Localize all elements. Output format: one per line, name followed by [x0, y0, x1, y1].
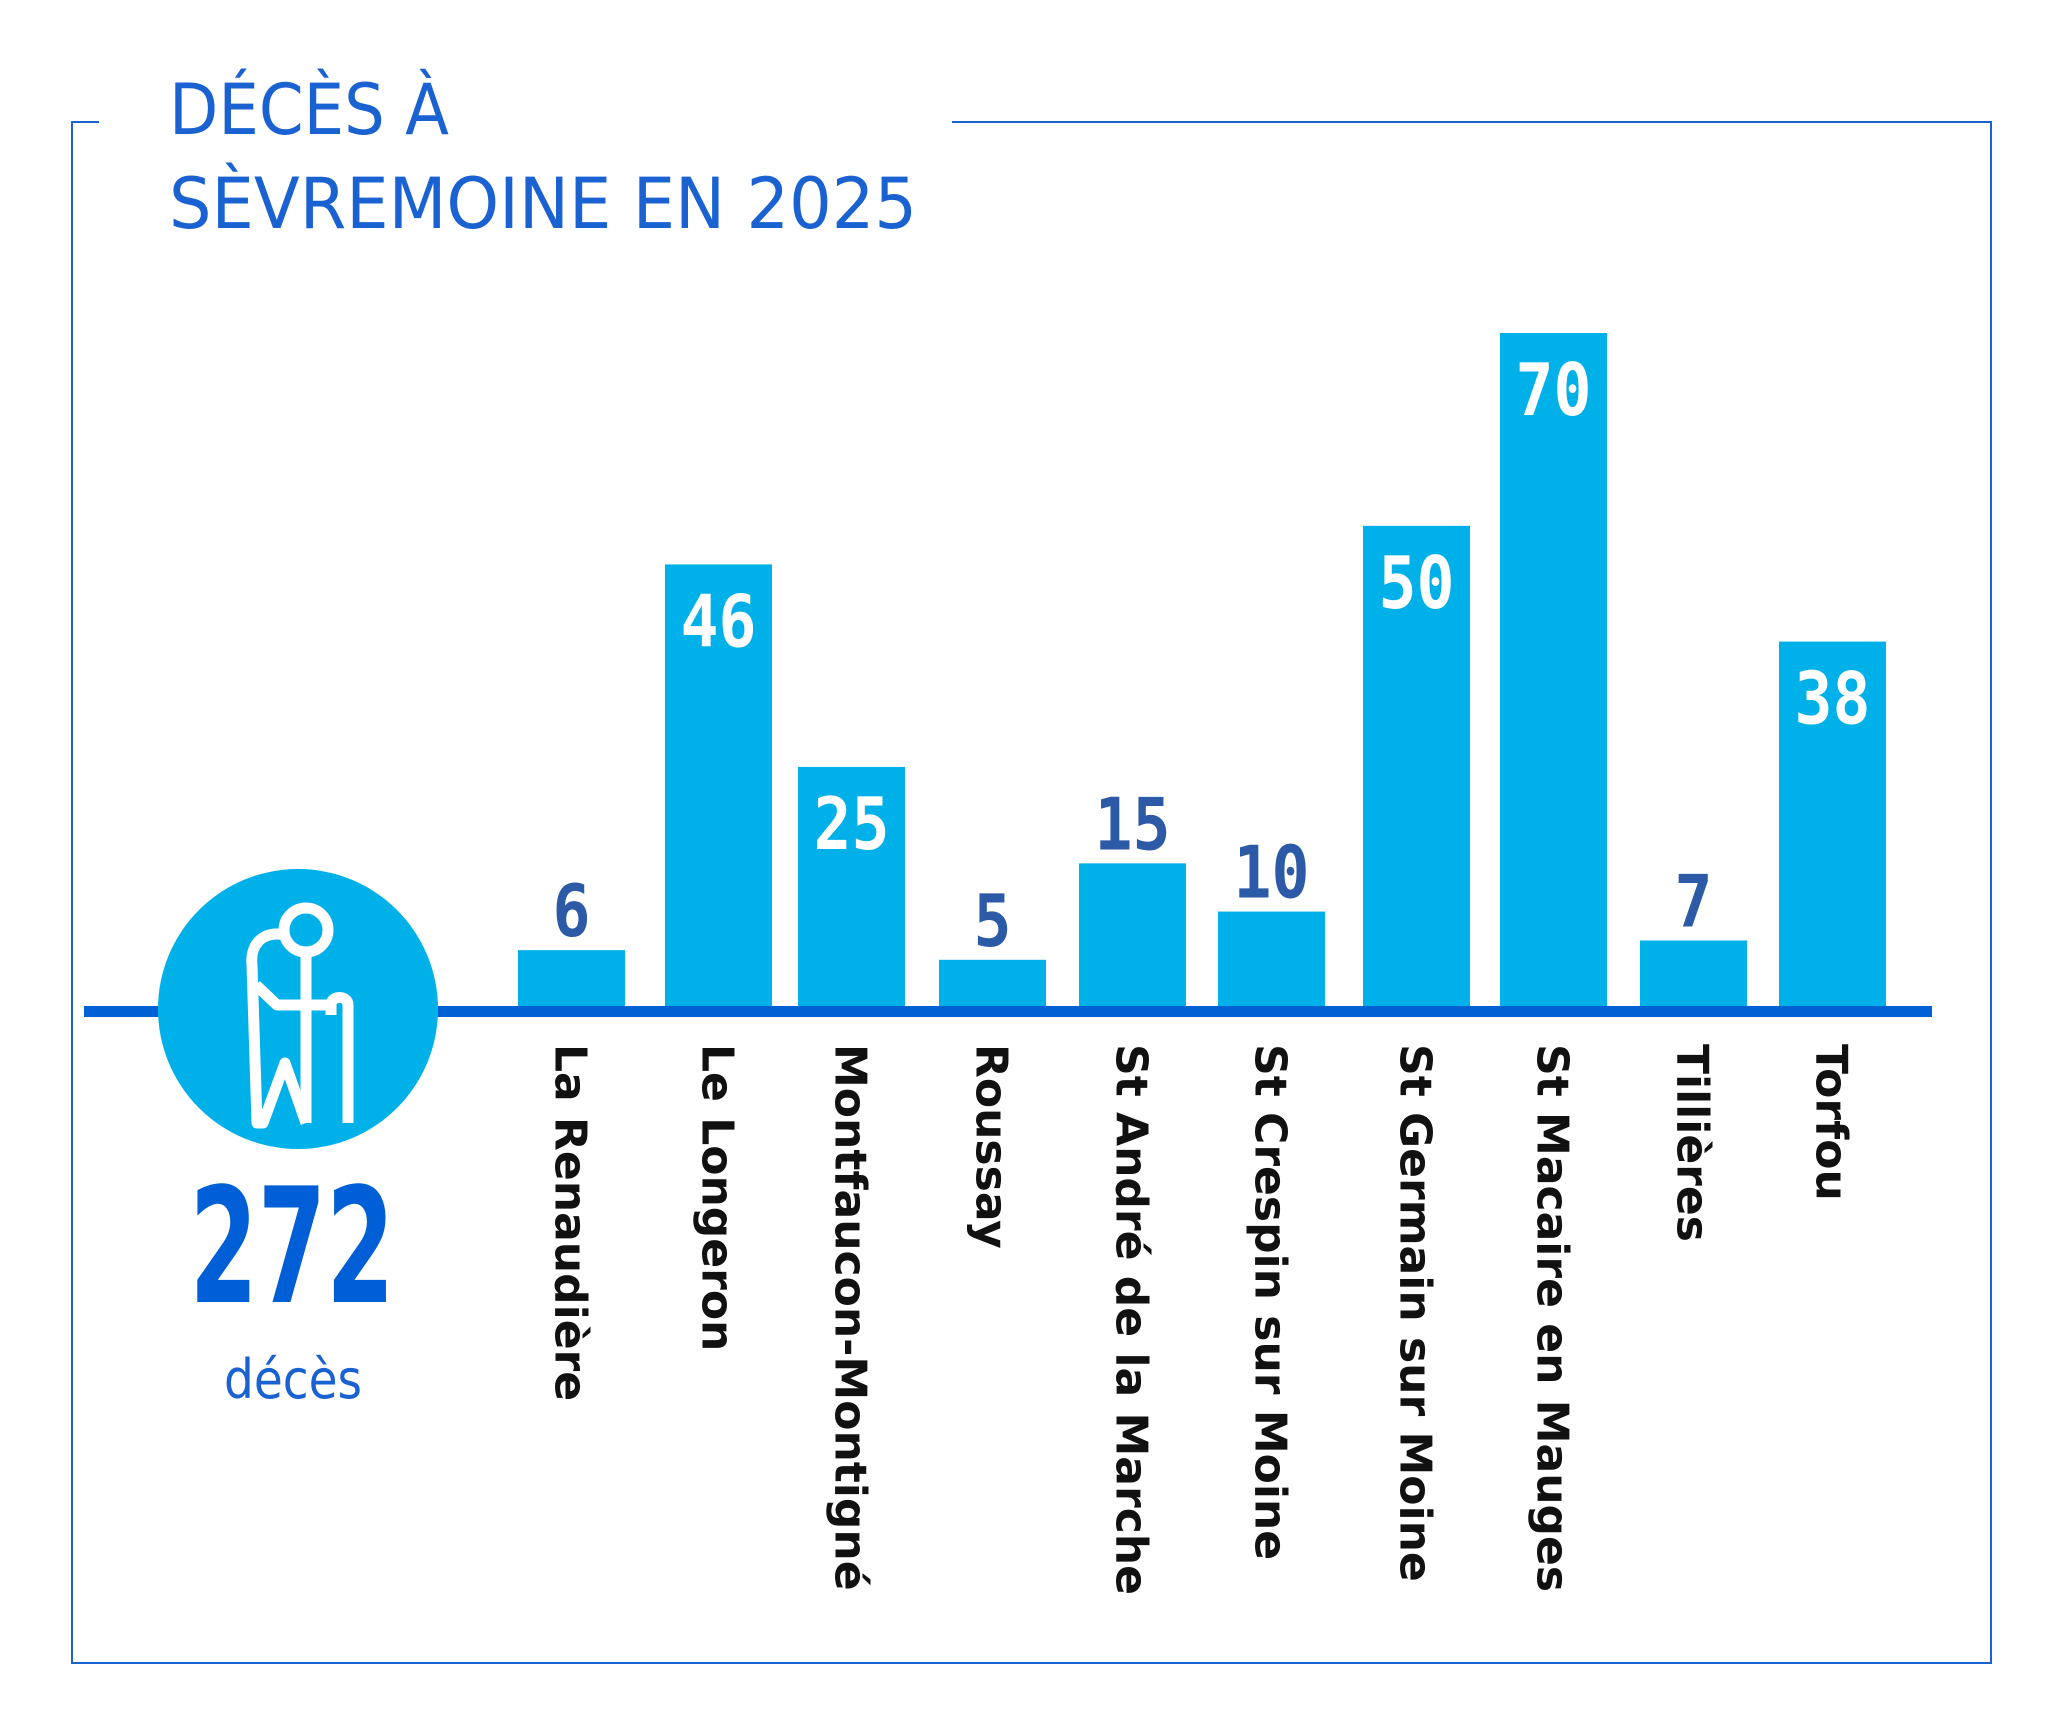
chart-title-line2: SÈVREMOINE EN 2025 — [169, 163, 917, 245]
category-label: St Crespin sur Moine — [1245, 1044, 1296, 1560]
bar-4 — [1079, 863, 1186, 1008]
category-label: Le Longeron — [692, 1044, 743, 1351]
total-deaths-unit: décès — [224, 1348, 362, 1411]
category-label: St Germain sur Moine — [1390, 1044, 1441, 1582]
elderly-person-with-cane-icon — [246, 902, 354, 1129]
bar-5 — [1218, 911, 1325, 1008]
category-label: La Renaudière — [545, 1044, 596, 1401]
bar-8 — [1640, 940, 1747, 1008]
frame-border — [71, 121, 1992, 1664]
bar-value-label: 50 — [1379, 541, 1455, 625]
bar-value-label: 15 — [1095, 782, 1171, 866]
bar-1 — [665, 564, 772, 1008]
bar-value-label: 10 — [1234, 831, 1310, 915]
bar-value-label: 7 — [1675, 860, 1713, 944]
chart-title-line1: DÉCÈS À — [169, 69, 449, 151]
bar-value-label: 25 — [814, 782, 890, 866]
bar-7 — [1500, 333, 1607, 1008]
category-label: Montfaucon-Montigné — [825, 1044, 876, 1591]
category-label: Roussay — [966, 1044, 1017, 1249]
bar-value-label: 70 — [1516, 348, 1592, 432]
x-axis-line — [84, 1006, 1932, 1017]
bar-6 — [1363, 525, 1470, 1008]
bar-2 — [798, 766, 905, 1008]
bar-value-label: 5 — [974, 879, 1012, 963]
bar-value-label: 46 — [681, 579, 757, 663]
bar-3 — [939, 959, 1046, 1008]
bar-9 — [1779, 641, 1886, 1008]
category-label: St André de la Marche — [1106, 1044, 1157, 1595]
bar-value-label: 38 — [1795, 657, 1871, 741]
category-label: St Macaire en Mauges — [1527, 1044, 1578, 1592]
bar-value-label: 6 — [553, 869, 591, 953]
category-label: Torfou — [1806, 1044, 1857, 1201]
bar-0 — [518, 950, 625, 1008]
category-label: Tillières — [1667, 1044, 1718, 1242]
total-deaths-value: 272 — [190, 1153, 395, 1340]
